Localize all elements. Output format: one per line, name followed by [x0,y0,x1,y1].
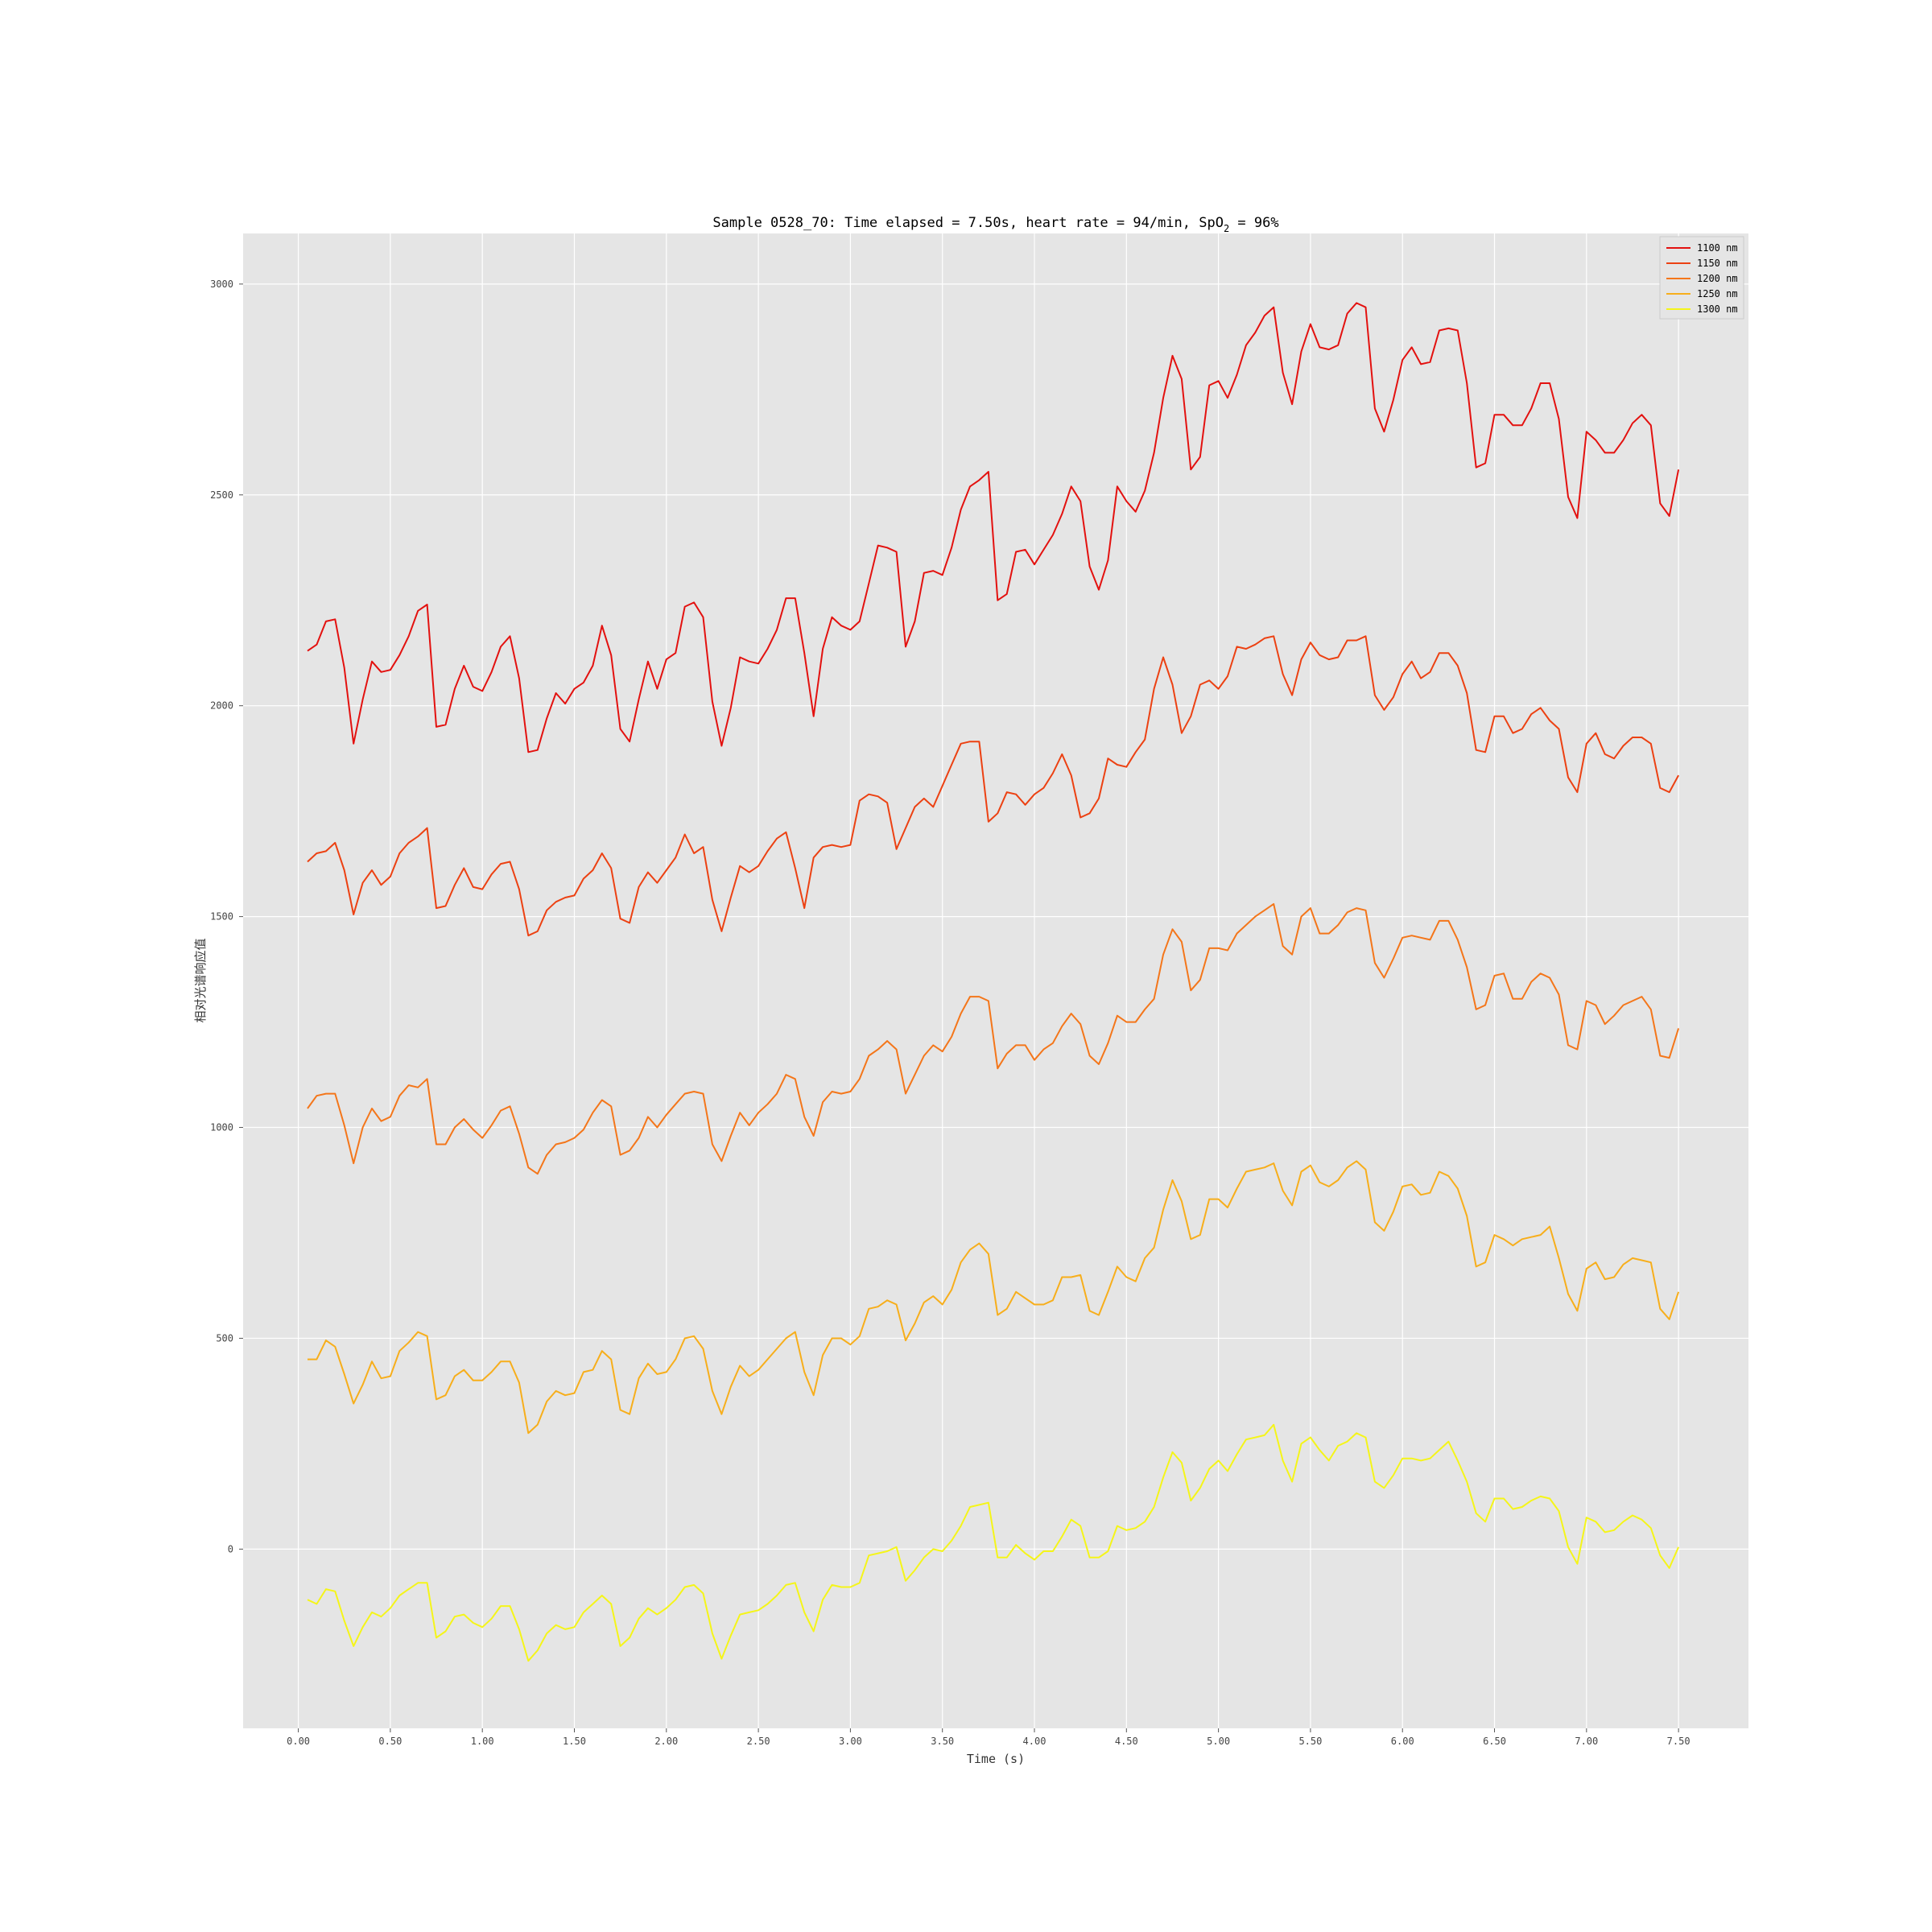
x-tick-label: 4.00 [1023,1736,1046,1747]
series-line-1250-nm [308,1160,1680,1435]
legend-label-1200-nm: 1200 nm [1697,273,1738,284]
y-tick-label: 0 [228,1543,233,1554]
chart-title-tail: = 96% [1229,215,1278,231]
x-tick-label: 7.00 [1575,1736,1598,1747]
legend-label-1300-nm: 1300 nm [1697,303,1738,315]
x-tick-label: 1.00 [471,1736,494,1747]
y-tick-label: 1500 [210,911,233,923]
series-line-1300-nm [307,1423,1680,1662]
x-tick-label: 0.50 [378,1736,402,1747]
x-tick-label: 6.00 [1391,1736,1414,1747]
series-line-1150-nm [307,635,1679,937]
x-tick-label: 4.50 [1115,1736,1138,1747]
legend-label-1150-nm: 1150 nm [1697,258,1738,269]
y-tick-label: 2500 [210,489,233,501]
x-tick-label: 1.50 [563,1736,586,1747]
x-tick-label: 2.00 [654,1736,678,1747]
x-tick-label: 7.50 [1667,1736,1690,1747]
y-axis-label: 相对光谱响应值 [193,938,208,1022]
legend-items: 1100 nm 1150 nm 1200 nm 1250 nm 1300 nm [1666,242,1738,315]
x-tick-label: 2.50 [747,1736,770,1747]
x-tick-label: 6.50 [1483,1736,1506,1747]
series-line-1200-nm [307,902,1680,1175]
y-axis-ticks: 0 500 1000 1500 2000 2500 3000 [210,279,243,1554]
x-tick-label: 5.00 [1207,1736,1230,1747]
vertical-gridlines [297,233,1679,1728]
y-tick-label: 1000 [210,1122,233,1133]
legend-label-1250-nm: 1250 nm [1697,288,1738,299]
x-tick-label: 3.50 [931,1736,954,1747]
legend: 1100 nm 1150 nm 1200 nm 1250 nm 1300 nm [1659,236,1744,320]
x-tick-label: 3.00 [839,1736,862,1747]
series-lines [307,302,1680,1662]
plot-area [243,233,1748,1728]
series-line-1100-nm [307,302,1680,753]
x-tick-label: 0.00 [287,1736,310,1747]
chart-title-subscript: 2 [1224,223,1229,234]
legend-label-1100-nm: 1100 nm [1697,242,1738,254]
y-tick-label: 500 [216,1332,233,1344]
y-tick-label: 3000 [210,279,233,290]
x-axis-ticks: 0.00 0.50 1.00 1.50 2.00 2.50 3.00 3.50 4.00 4.50… [287,1728,1690,1747]
x-axis-label: Time (s) [967,1752,1025,1766]
x-tick-label: 5.50 [1298,1736,1322,1747]
y-tick-label: 2000 [210,700,233,712]
chart-title: Sample 0528_70: Time elapsed = 7.50s, he… [712,215,1278,234]
